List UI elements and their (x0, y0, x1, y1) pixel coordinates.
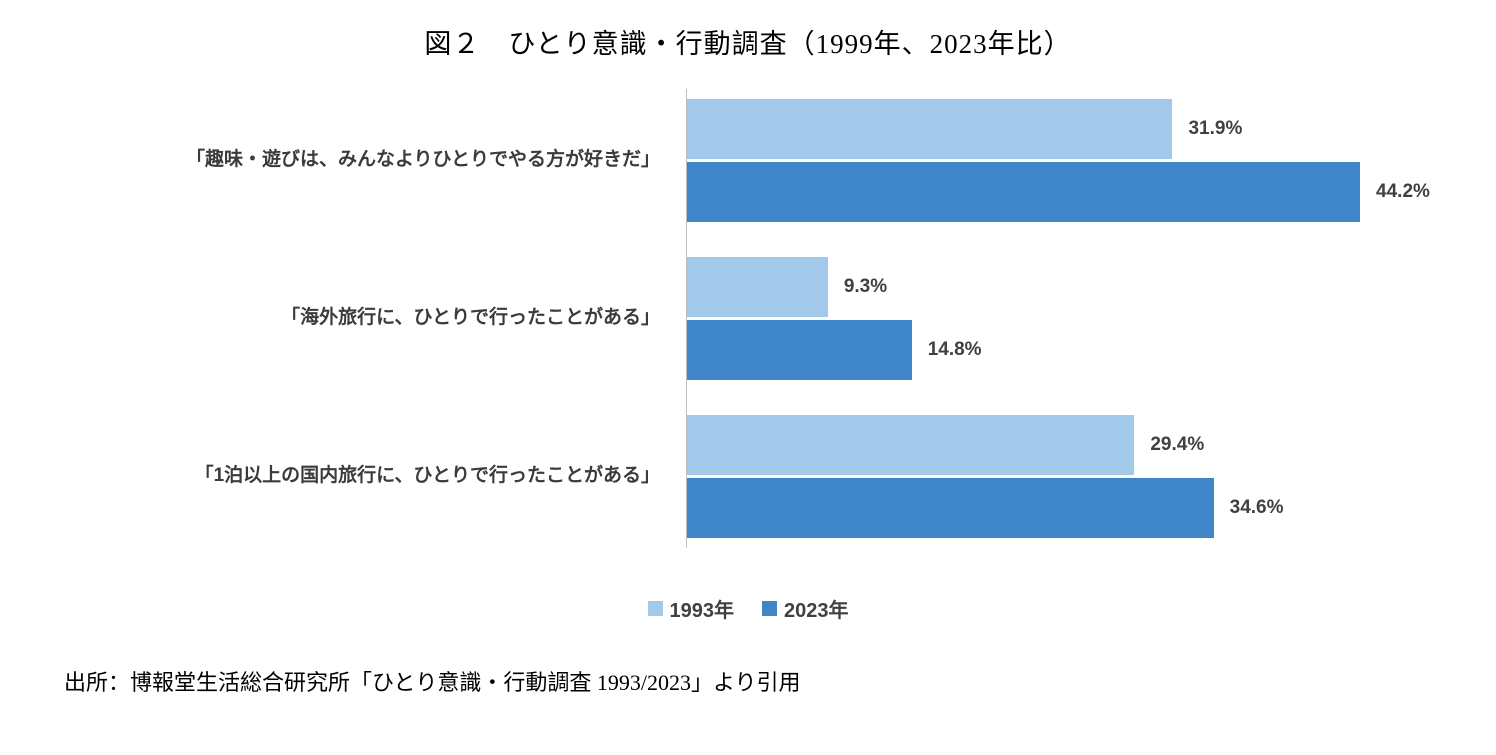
bar-row: 9.3% (686, 257, 1496, 317)
bar-row: 29.4% (686, 415, 1496, 475)
value-label: 44.2% (1376, 181, 1430, 202)
bar-group: 「海外旅行に、ひとりで行ったことがある」 9.3% 14.8% (0, 257, 1496, 380)
bar-row: 44.2% (686, 162, 1496, 222)
value-label: 31.9% (1188, 118, 1243, 139)
bar-1993年 (686, 99, 1173, 159)
legend-swatch (647, 601, 663, 616)
bar-pair: 9.3% 14.8% (686, 257, 1496, 380)
legend-item-2023年: 2023年 (762, 594, 849, 623)
bar-pair: 31.9% 44.2% (686, 99, 1496, 222)
category-label: 「趣味・遊びは、みんなよりひとりでやる方が好きだ」 (185, 149, 660, 171)
legend-item-1993年: 1993年 (647, 594, 735, 623)
value-label: 29.4% (1150, 434, 1205, 455)
value-label: 34.6% (1229, 497, 1284, 518)
bar-row: 31.9% (686, 99, 1496, 159)
bar-group: 「趣味・遊びは、みんなよりひとりでやる方が好きだ」 31.9% 44.2% (0, 99, 1496, 222)
chart-title: 図２ ひとり意識・行動調査（1999年、2023年比） (424, 29, 1072, 59)
plot-area: 「趣味・遊びは、みんなよりひとりでやる方が好きだ」 31.9% 44.2% 「海外旅行… (0, 99, 1496, 538)
value-label: 9.3% (843, 276, 888, 297)
bar-group: 「1泊以上の国内旅行に、ひとりで行ったことがある」 29.4% 34.6% (0, 415, 1496, 538)
bar-2023年 (686, 162, 1361, 222)
category-label: 「海外旅行に、ひとりで行ったことがある」 (281, 307, 660, 329)
category-label: 「1泊以上の国内旅行に、ひとりで行ったことがある」 (194, 465, 660, 487)
bar-2023年 (686, 478, 1214, 538)
y-axis-line (686, 89, 687, 548)
value-label: 14.8% (927, 339, 982, 360)
chart-area: 「趣味・遊びは、みんなよりひとりでやる方が好きだ」 31.9% 44.2% 「海外旅行… (0, 89, 1496, 548)
legend-label: 2023年 (784, 600, 849, 622)
bar-1993年 (686, 415, 1135, 475)
legend: 1993年 2023年 (0, 594, 1496, 623)
bar-row: 14.8% (686, 320, 1496, 380)
legend-swatch (762, 601, 777, 616)
bar-2023年 (686, 320, 912, 380)
bar-1993年 (686, 257, 828, 317)
source-note: 出所：博報堂生活総合研究所「ひとり意識・行動調査 1993/2023」より引用 (64, 670, 801, 695)
bar-pair: 29.4% 34.6% (686, 415, 1496, 538)
bar-row: 34.6% (686, 478, 1496, 538)
legend-label: 1993年 (669, 600, 735, 622)
